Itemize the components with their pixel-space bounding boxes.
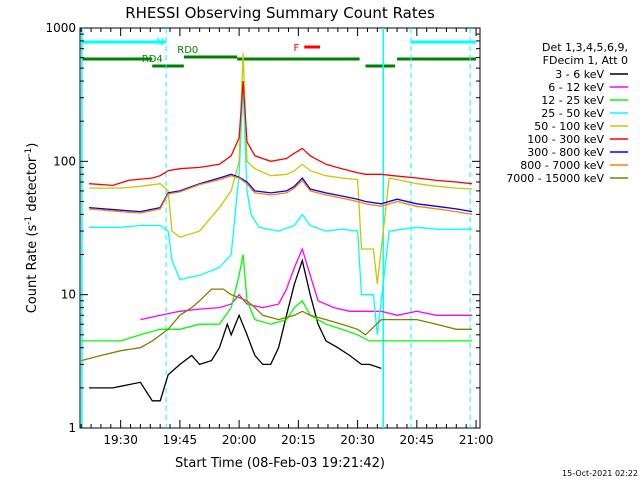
series-line	[81, 254, 473, 342]
legend-entry-label: 100 - 300 keV	[527, 133, 604, 146]
legend-header-line-2: FDecim 1, Att 0	[543, 54, 628, 67]
y-axis-label-mid: detector	[25, 156, 40, 216]
legend-entry-label: 50 - 100 keV	[534, 120, 604, 133]
y-axis-label-end: )	[25, 143, 40, 148]
x-tick-label: 20:30	[340, 433, 375, 447]
series-line	[89, 173, 473, 213]
legend-entry-label: 3 - 6 keV	[555, 68, 604, 81]
legend-entry-label: 25 - 50 keV	[541, 107, 604, 120]
x-tick-label: 19:30	[103, 433, 138, 447]
annotation-label: RD4	[142, 54, 163, 65]
y-axis-label-main: Count Rate (s	[25, 225, 40, 314]
plot-area	[79, 27, 481, 429]
x-tick-label: 19:45	[163, 433, 198, 447]
x-tick-label: 21:00	[459, 433, 494, 447]
y-tick-label: 1000	[45, 21, 76, 35]
x-axis-label: Start Time (08-Feb-03 19:21:42)	[175, 456, 385, 471]
y-tick-label: 10	[61, 288, 76, 302]
x-tick-label: 20:00	[222, 433, 257, 447]
y-axis-label: Count Rate (s-1 detector-1)	[24, 143, 40, 314]
series-line	[89, 258, 382, 402]
series-line	[140, 247, 473, 321]
y-tick-label: 100	[53, 154, 76, 168]
series-line	[89, 81, 473, 187]
annotation-label: F	[293, 43, 299, 54]
series-line	[89, 52, 473, 285]
legend-header-line-1: Det 1,3,4,5,6,9,	[542, 41, 628, 54]
series-line	[89, 88, 473, 335]
annotation-label: N	[156, 37, 163, 48]
y-tick-label: 1	[68, 421, 76, 435]
x-tick-label: 20:15	[281, 433, 316, 447]
series-line	[89, 175, 473, 216]
series-line	[81, 288, 473, 362]
y-axis: 1 10 100 1000	[45, 21, 480, 435]
x-axis: 19:30 19:45 20:00 20:15 20:30 20:45 21:00	[80, 28, 494, 447]
plot-frame	[79, 27, 481, 429]
generated-timestamp: 15-Oct-2021 02:22	[562, 469, 638, 478]
legend-entry-label: 12 - 25 keV	[541, 94, 604, 107]
y-axis-label-sup1: -1	[24, 216, 34, 225]
annotation-label: RD0	[177, 45, 198, 56]
legend-entry-label: 7000 - 15000 keV	[506, 172, 604, 185]
y-axis-label-sup2: -1	[24, 148, 34, 157]
legend-entry-label: 800 - 7000 keV	[520, 159, 604, 172]
legend-entry-label: 300 - 800 keV	[527, 146, 604, 159]
legend: Det 1,3,4,5,6,9, FDecim 1, Att 0 3 - 6 k…	[506, 41, 628, 185]
chart-title: RHESSI Observing Summary Count Rates	[125, 4, 435, 22]
x-tick-label: 20:45	[400, 433, 435, 447]
series-layer	[81, 52, 473, 402]
legend-entry-label: 6 - 12 keV	[548, 81, 604, 94]
